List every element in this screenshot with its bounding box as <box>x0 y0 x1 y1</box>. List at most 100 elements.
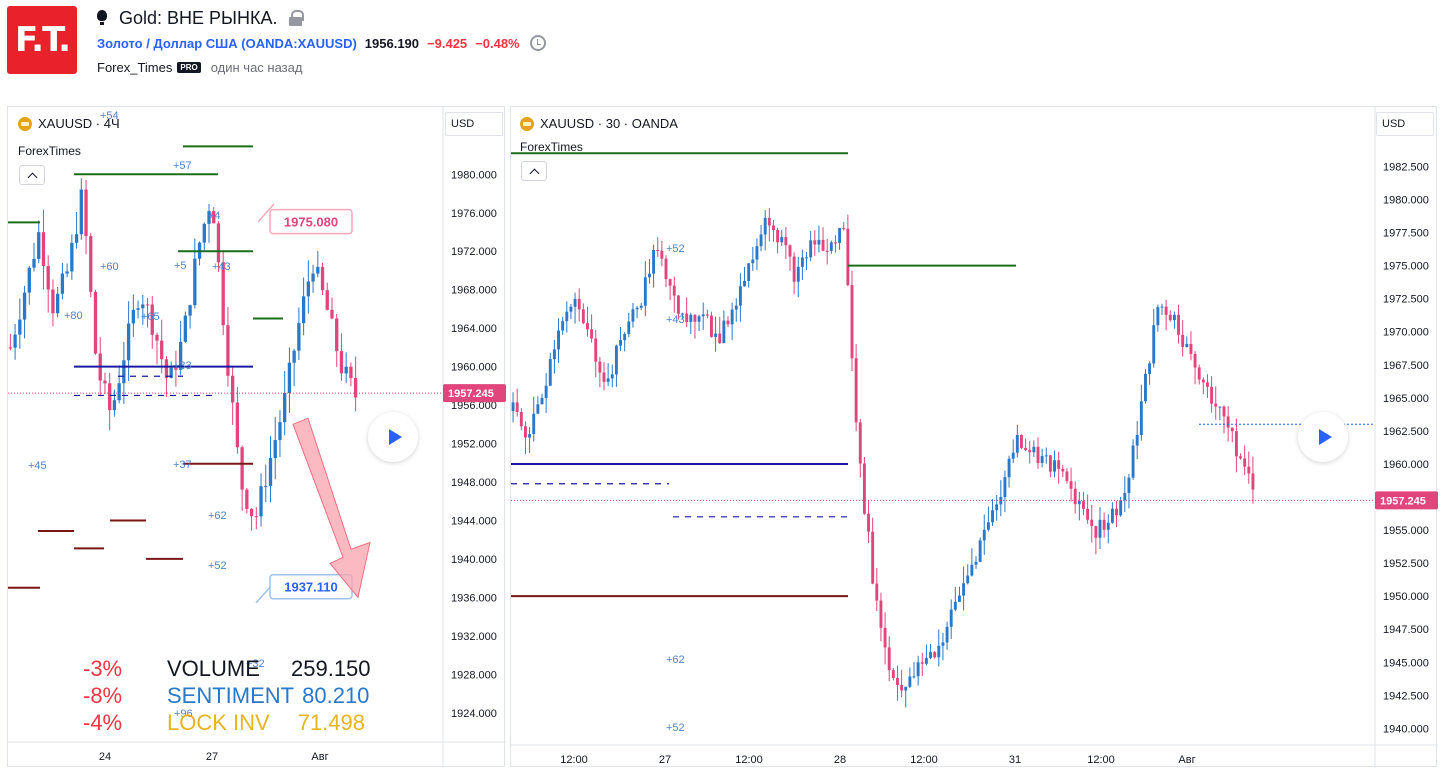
left-chart-canvas[interactable]: 1980.000 1976.000 1972.000 1968.000 1964.000… <box>8 107 506 768</box>
play-replay-button[interactable] <box>1298 412 1348 462</box>
candle-body <box>1144 373 1147 402</box>
candle-body <box>685 313 689 322</box>
candle-body <box>937 645 941 658</box>
right-chart-legend[interactable]: XAUUSD · 30 · OANDA <box>520 116 678 131</box>
candle-body <box>1239 456 1242 459</box>
candle-body <box>1148 363 1152 374</box>
candle-body <box>891 670 895 678</box>
candle-body <box>1172 314 1176 321</box>
candle-body <box>178 341 183 370</box>
candle-body <box>528 434 532 438</box>
candle-body <box>174 367 178 370</box>
currency-selector[interactable]: USD <box>1376 112 1434 136</box>
chevron-up-icon <box>529 168 539 178</box>
candle-body <box>676 295 680 314</box>
candle-body <box>974 561 978 565</box>
candle-body <box>122 360 126 384</box>
candle-body <box>1247 466 1251 474</box>
candle-body <box>755 246 759 260</box>
stat-key: SENTIMENT <box>167 683 295 708</box>
candle-body <box>18 319 22 335</box>
candle-body <box>1160 306 1164 308</box>
price-tick-label: 1976.000 <box>451 208 497 220</box>
candle-body <box>254 516 258 518</box>
candle-body <box>13 334 17 348</box>
candle-body <box>887 647 891 671</box>
candle-body <box>188 305 192 316</box>
candle-body <box>511 402 515 412</box>
candle-body <box>610 374 614 379</box>
candle-body <box>586 323 589 330</box>
left-chart-legend[interactable]: XAUUSD · 4Ч <box>18 116 120 131</box>
candle-body <box>858 422 862 464</box>
play-replay-button[interactable] <box>368 412 418 462</box>
candle-body <box>65 271 69 274</box>
candle-body <box>602 372 606 382</box>
candle-body <box>945 626 949 643</box>
author-name[interactable]: Forex_Times <box>97 59 173 75</box>
candle-body <box>325 290 329 310</box>
currency-selector[interactable]: USD <box>445 112 503 136</box>
candle-body <box>710 315 713 337</box>
level-count-label: +62 <box>666 654 685 666</box>
callout-low-text: 1937.110 <box>284 580 338 595</box>
level-count-label: +43 <box>212 261 231 273</box>
candle-body <box>164 359 169 378</box>
candle-body <box>287 362 292 393</box>
chevron-up-icon <box>27 172 37 182</box>
candle-body <box>221 262 225 326</box>
time-tick-label: 24 <box>99 751 111 763</box>
collapse-legend-button[interactable] <box>19 165 45 185</box>
candle-body <box>1210 386 1214 404</box>
candle-body <box>183 315 188 342</box>
right-chart-panel[interactable]: 1982.500 1980.000 1977.500 1975.000 1972.500… <box>510 106 1438 768</box>
idea-title-row: Gold: ВНЕ РЫНКА. <box>97 6 305 30</box>
candle-body <box>714 333 718 337</box>
candle-body <box>668 279 672 286</box>
left-indicator-label[interactable]: ForexTimes <box>18 144 81 158</box>
candle-body <box>108 383 112 411</box>
price-tick-label: 1936.000 <box>451 592 497 604</box>
candle-body <box>569 306 573 312</box>
price-tick-label: 1952.000 <box>451 439 497 451</box>
candle-body <box>941 642 945 646</box>
candle-body <box>1206 382 1209 387</box>
right-indicator-label[interactable]: ForexTimes <box>520 140 583 154</box>
candle-body <box>1057 460 1061 469</box>
price-tick-label: 1948.000 <box>451 477 497 489</box>
candle-body <box>780 237 784 243</box>
symbol-link[interactable]: Золото / Доллар США (OANDA:XAUUSD) <box>97 35 357 51</box>
idea-title: Gold: ВНЕ РЫНКА. <box>119 7 278 28</box>
candle-body <box>953 601 957 610</box>
candle-body <box>56 293 60 314</box>
right-legend-text: XAUUSD · 30 · OANDA <box>540 116 678 131</box>
candle-body <box>70 242 74 272</box>
right-chart-canvas[interactable]: 1982.500 1980.000 1977.500 1975.000 1972.500… <box>511 107 1438 768</box>
candle-body <box>738 286 742 306</box>
level-count-label: +52 <box>666 243 685 255</box>
callout-high-text: 1975.080 <box>284 215 338 230</box>
left-chart-panel[interactable]: 1980.000 1976.000 1972.000 1968.000 1964.000… <box>7 106 506 768</box>
candle-body <box>565 311 569 322</box>
price-tick-label: 1965.000 <box>1383 393 1429 405</box>
candle-body <box>763 217 767 235</box>
price-tick-label: 1964.000 <box>451 323 497 335</box>
candle-body <box>117 383 121 401</box>
candle-body <box>320 266 325 291</box>
candle-body <box>701 314 705 317</box>
candle-body <box>1073 488 1077 505</box>
candle-body <box>916 662 920 677</box>
candle-body <box>93 291 98 354</box>
price-tick-label: 1972.000 <box>451 246 497 258</box>
ft-logo[interactable]: F.T. <box>7 6 77 74</box>
alarm-clock-icon[interactable] <box>529 35 546 51</box>
candle-body <box>821 239 825 251</box>
candle-body <box>730 309 734 325</box>
level-count-label: +5 <box>174 260 187 272</box>
candle-body <box>292 350 296 363</box>
candle-body <box>767 217 771 226</box>
candle-body <box>349 366 353 379</box>
candle-body <box>207 211 211 224</box>
collapse-legend-button[interactable] <box>521 161 547 181</box>
candle-body <box>278 422 282 441</box>
